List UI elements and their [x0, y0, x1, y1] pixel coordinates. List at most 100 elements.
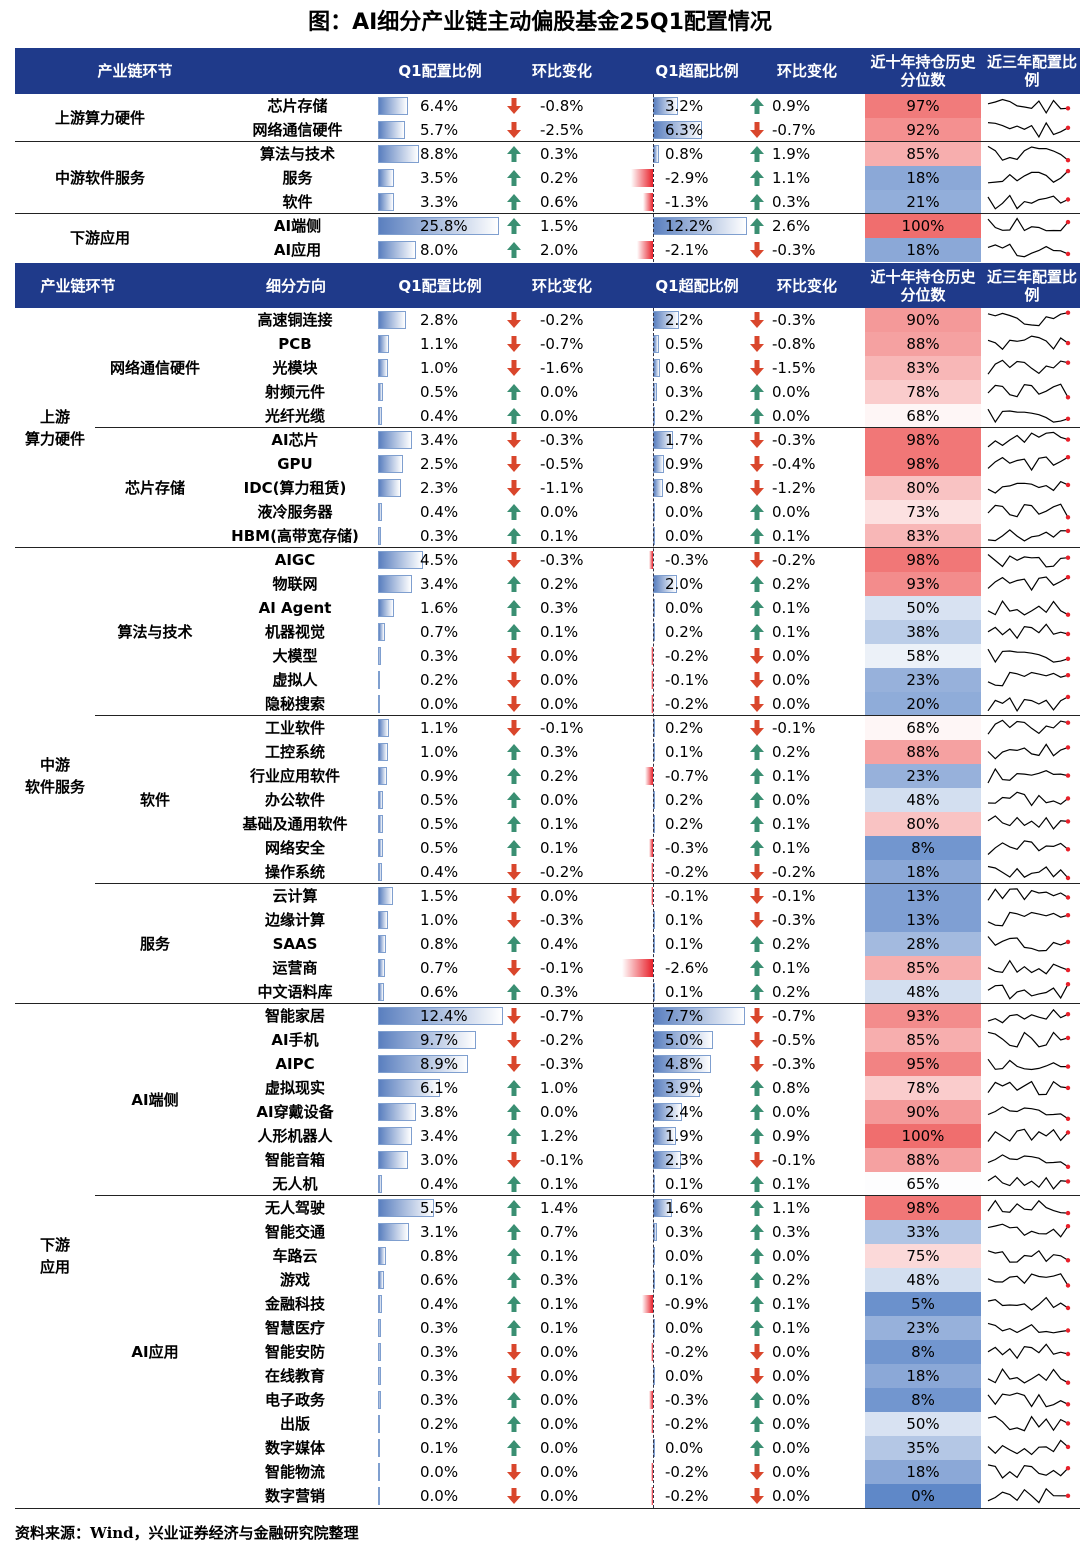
- row-name: 车路云: [272, 1247, 318, 1265]
- sparkline: [987, 554, 1071, 568]
- arrow-up-icon: [507, 528, 521, 544]
- row-name: 出版: [279, 1415, 310, 1433]
- subgroup-divider: [95, 883, 1080, 884]
- overweight-value: 0.0%: [665, 599, 704, 617]
- overweight-change-value: -0.2%: [772, 863, 816, 881]
- arrow-down-icon: [750, 696, 764, 712]
- source-note: 资料来源：Wind，兴业证券经济与金融研究院整理: [15, 1524, 359, 1542]
- sparkline: [987, 1128, 1071, 1142]
- arrow-up-icon: [750, 1440, 764, 1456]
- segment-label: 中游软件服务: [54, 169, 145, 187]
- sparkline: [987, 767, 1071, 784]
- arrow-up-icon: [507, 504, 521, 520]
- row-name: SAAS: [272, 935, 318, 953]
- percentile-cell: 8%: [865, 1340, 981, 1364]
- arrow-up-icon: [507, 624, 521, 640]
- arrow-down-icon: [750, 552, 764, 568]
- sparkline: [987, 1199, 1071, 1216]
- segment-label: 下游应用: [69, 229, 130, 247]
- allocation-value: 0.8%: [420, 1247, 459, 1265]
- row-name: 工业软件: [264, 719, 325, 737]
- overweight-change-value: -0.4%: [772, 455, 816, 473]
- sparkline: [987, 840, 1071, 855]
- arrow-up-icon: [507, 1128, 521, 1144]
- percentile-cell: 65%: [865, 1172, 981, 1196]
- overweight-value: 0.2%: [665, 623, 704, 641]
- group-divider: [15, 213, 1080, 214]
- arrow-down-icon: [507, 360, 521, 376]
- sparkline: [987, 168, 1071, 184]
- allocation-value: 1.6%: [420, 599, 459, 617]
- percentile-cell: 13%: [865, 884, 981, 908]
- row-name: PCB: [278, 335, 312, 353]
- allocation-bar: [378, 1295, 383, 1313]
- allocation-bar: [378, 193, 394, 211]
- arrow-down-icon: [507, 1464, 521, 1480]
- arrow-down-icon: [507, 1152, 521, 1168]
- arrow-up-icon: [750, 218, 764, 234]
- arrow-up-icon: [507, 840, 521, 856]
- qoq-change-value: -0.2%: [540, 311, 584, 329]
- qoq-change-value: -0.7%: [540, 335, 584, 353]
- arrow-up-icon: [750, 1128, 764, 1144]
- qoq-change-value: -0.8%: [540, 97, 584, 115]
- arrow-down-icon: [507, 552, 521, 568]
- qoq-change-value: 0.1%: [540, 623, 579, 641]
- qoq-change-value: -0.3%: [540, 551, 584, 569]
- allocation-value: 0.3%: [420, 647, 459, 665]
- row-name: 运营商: [272, 959, 318, 977]
- arrow-down-icon: [750, 122, 764, 138]
- arrow-up-icon: [750, 840, 764, 856]
- arrow-down-icon: [507, 960, 521, 976]
- allocation-bar: [378, 1055, 468, 1073]
- arrow-down-icon: [750, 720, 764, 736]
- overweight-change-value: 0.9%: [772, 97, 811, 115]
- arrow-up-icon: [750, 1296, 764, 1312]
- row-name: 射频元件: [264, 383, 325, 401]
- allocation-value: 3.5%: [420, 169, 459, 187]
- overweight-value: 0.0%: [665, 1439, 704, 1457]
- overweight-value: 4.8%: [665, 1055, 704, 1073]
- overweight-change-value: 0.0%: [772, 695, 811, 713]
- qoq-change-value: 0.0%: [540, 671, 579, 689]
- allocation-bar: [378, 983, 385, 1001]
- arrow-down-icon: [750, 480, 764, 496]
- overweight-value: 1.7%: [665, 431, 704, 449]
- allocation-value: 2.5%: [420, 455, 459, 473]
- percentile-cell: 8%: [865, 836, 981, 860]
- arrow-up-icon: [750, 984, 764, 1000]
- sparkline: [987, 648, 1071, 664]
- percentile-cell: 48%: [865, 1268, 981, 1292]
- allocation-bar: [378, 1343, 382, 1361]
- overweight-change-value: 0.0%: [772, 1415, 811, 1433]
- percentile-cell: 13%: [865, 908, 981, 932]
- sparkline: [987, 623, 1071, 640]
- row-name: 数字营销: [264, 1487, 325, 1505]
- allocation-value: 8.0%: [420, 241, 459, 259]
- allocation-bar: [378, 121, 405, 139]
- sparkline: [987, 1080, 1071, 1096]
- overweight-change-value: 0.1%: [772, 839, 811, 857]
- allocation-value: 0.6%: [420, 1271, 459, 1289]
- sparkline: [987, 1031, 1071, 1048]
- allocation-bar: [378, 145, 420, 163]
- sparkline: [987, 145, 1071, 163]
- arrow-down-icon: [750, 648, 764, 664]
- percentile-cell: 50%: [865, 596, 981, 620]
- row-name: 高速铜连接: [257, 311, 333, 329]
- arrow-up-icon: [507, 242, 521, 258]
- row-name: 网络安全: [264, 839, 325, 857]
- arrow-down-icon: [507, 912, 521, 928]
- allocation-value: 9.7%: [420, 1031, 459, 1049]
- overweight-value: -0.2%: [665, 695, 709, 713]
- row-name: 工控系统: [264, 743, 325, 761]
- sparkline: [987, 815, 1071, 830]
- allocation-bar: [378, 217, 500, 235]
- overweight-change-value: -0.3%: [772, 431, 816, 449]
- overweight-change-value: -1.5%: [772, 359, 816, 377]
- qoq-change-value: 1.2%: [540, 1127, 579, 1145]
- allocation-value: 0.3%: [420, 527, 459, 545]
- overweight-value: -0.2%: [665, 863, 709, 881]
- arrow-up-icon: [750, 98, 764, 114]
- segment-label: 中游 软件服务: [24, 756, 85, 796]
